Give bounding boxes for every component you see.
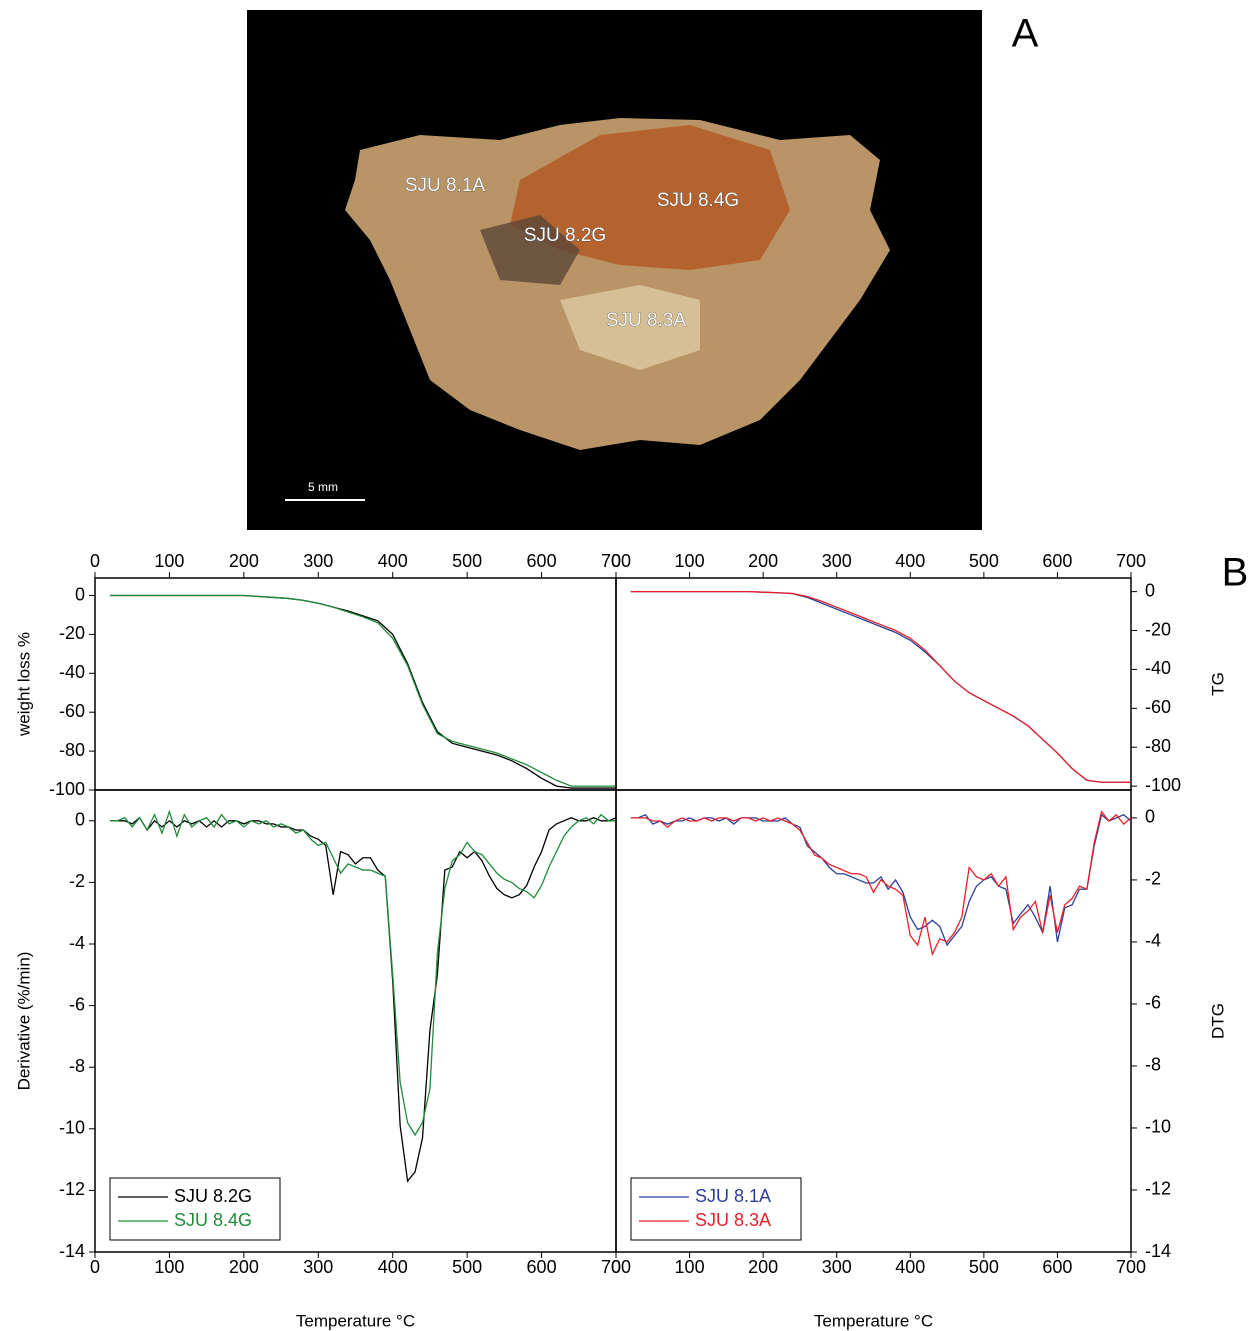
y-tick-label: -8 — [69, 1056, 85, 1076]
y-tick-label: -20 — [59, 623, 85, 643]
photo-label: SJU 8.2G — [524, 225, 606, 246]
data-line — [110, 818, 616, 1181]
x-tick-label: 600 — [527, 551, 557, 571]
x-tick-label: 100 — [154, 1257, 184, 1277]
data-line — [631, 592, 1131, 783]
legend-label: SJU 8.2G — [174, 1186, 252, 1206]
data-line — [110, 596, 616, 789]
photo-label: SJU 8.4G — [657, 190, 739, 211]
x-tick-label: 600 — [527, 1257, 557, 1277]
y-axis-label: DTG — [1208, 1003, 1227, 1039]
x-tick-label: 400 — [895, 551, 925, 571]
y-tick-label: -2 — [69, 871, 85, 891]
x-tick-label: 100 — [154, 551, 184, 571]
x-tick-label: 200 — [229, 1257, 259, 1277]
x-tick-label: 300 — [822, 551, 852, 571]
plot-frame — [95, 578, 616, 790]
x-tick-label: 200 — [748, 1257, 778, 1277]
y-tick-label: -60 — [59, 701, 85, 721]
y-tick-label: -4 — [69, 933, 85, 953]
y-tick-label: -12 — [59, 1179, 85, 1199]
y-tick-label: -20 — [1145, 619, 1171, 639]
legend-label: SJU 8.3A — [695, 1210, 771, 1230]
x-tick-label: 400 — [895, 1257, 925, 1277]
photo-label: SJU 8.1A — [405, 175, 486, 196]
y-tick-label: -8 — [1145, 1055, 1161, 1075]
figure: SJU 8.1A SJU 8.4G SJU 8.2G SJU 8.3A 5 mm… — [0, 0, 1250, 1331]
x-tick-label: 400 — [378, 551, 408, 571]
y-tick-label: -80 — [59, 740, 85, 760]
y-axis-label: Derivative (%/min) — [14, 952, 33, 1091]
y-tick-label: -40 — [59, 662, 85, 682]
y-tick-label: 0 — [75, 584, 85, 604]
x-tick-label: 200 — [229, 551, 259, 571]
x-axis-label: Temperature °C — [814, 1311, 933, 1330]
photo-label: SJU 8.3A — [606, 310, 687, 331]
y-tick-label: 0 — [1145, 807, 1155, 827]
x-tick-label: 600 — [1042, 1257, 1072, 1277]
chart: 0 100 200 300 400 500 600 700 0 -20 -40 -60 -80 -100 T… — [611, 551, 1227, 795]
y-tick-label: 0 — [75, 810, 85, 830]
y-tick-label: -10 — [1145, 1117, 1171, 1137]
x-tick-label: 0 — [90, 1257, 100, 1277]
x-tick-label: 100 — [675, 551, 705, 571]
y-tick-label: -14 — [1145, 1241, 1171, 1261]
x-tick-label: 700 — [1116, 1257, 1146, 1277]
x-tick-label: 300 — [303, 1257, 333, 1277]
panel-label: A — [1012, 12, 1039, 56]
y-tick-label: -12 — [1145, 1179, 1171, 1199]
chart: 0 100 200 300 400 500 600 700 0 -2 -4 -6 -8 -10 -12 -14… — [611, 790, 1227, 1330]
y-axis-label: weight loss % — [14, 632, 33, 737]
legend: SJU 8.2G SJU 8.4G — [110, 1178, 280, 1240]
y-tick-label: -2 — [1145, 869, 1161, 889]
x-tick-label: 0 — [611, 551, 621, 571]
y-tick-label: -10 — [59, 1118, 85, 1138]
y-axis-label: TG — [1208, 672, 1227, 696]
panel-label: B — [1222, 551, 1249, 595]
scale-bar-label: 5 mm — [308, 480, 338, 494]
x-tick-label: 500 — [452, 551, 482, 571]
x-tick-label: 400 — [378, 1257, 408, 1277]
y-tick-label: -80 — [1145, 736, 1171, 756]
x-tick-label: 500 — [969, 1257, 999, 1277]
photo-panel: SJU 8.1A SJU 8.4G SJU 8.2G SJU 8.3A 5 mm — [247, 10, 982, 530]
y-tick-label: -14 — [59, 1241, 85, 1261]
y-tick-label: -40 — [1145, 658, 1171, 678]
y-tick-label: -4 — [1145, 931, 1161, 951]
x-tick-label: 600 — [1042, 551, 1072, 571]
x-tick-label: 700 — [1116, 551, 1146, 571]
plot-frame — [616, 578, 1131, 790]
x-tick-label: 300 — [822, 1257, 852, 1277]
y-tick-label: -100 — [49, 779, 85, 799]
data-line — [631, 592, 1131, 783]
y-tick-label: -100 — [1145, 775, 1181, 795]
data-line — [110, 596, 616, 787]
x-tick-label: 0 — [611, 1257, 621, 1277]
legend-label: SJU 8.4G — [174, 1210, 252, 1230]
y-tick-label: -60 — [1145, 697, 1171, 717]
legend: SJU 8.1A SJU 8.3A — [631, 1178, 801, 1240]
y-tick-label: -6 — [69, 994, 85, 1014]
legend-label: SJU 8.1A — [695, 1186, 771, 1206]
x-tick-label: 500 — [452, 1257, 482, 1277]
x-tick-label: 100 — [675, 1257, 705, 1277]
x-tick-label: 300 — [303, 551, 333, 571]
x-tick-label: 500 — [969, 551, 999, 571]
x-tick-label: 200 — [748, 551, 778, 571]
y-tick-label: -6 — [1145, 993, 1161, 1013]
x-tick-label: 0 — [90, 551, 100, 571]
x-axis-label: Temperature °C — [296, 1311, 415, 1330]
data-line — [110, 812, 616, 1135]
y-tick-label: 0 — [1145, 580, 1155, 600]
